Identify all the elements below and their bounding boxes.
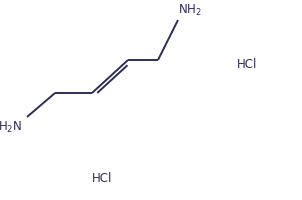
Text: HCl: HCl (92, 171, 112, 184)
Text: HCl: HCl (237, 58, 257, 72)
Text: NH$_2$: NH$_2$ (178, 3, 202, 18)
Text: H$_2$N: H$_2$N (0, 120, 22, 135)
